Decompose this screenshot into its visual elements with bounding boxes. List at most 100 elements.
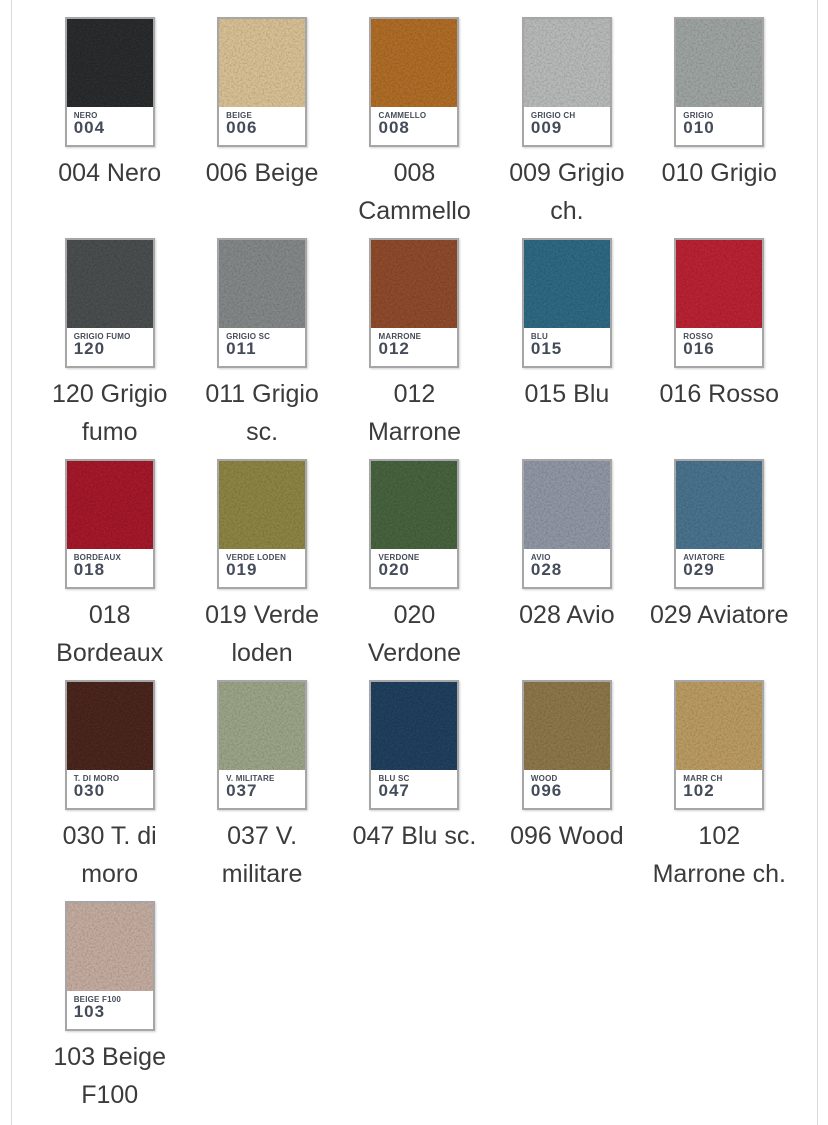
swatch-tag-name: NERO: [73, 111, 98, 120]
swatch-grid: NERO 004 004 Nero BEIGE 006 006 Beige: [34, 17, 796, 1114]
fabric-noise-overlay: [371, 461, 458, 549]
fabric-swatch-card: BEIGE F100 103: [64, 901, 155, 1031]
swatch-tag-code: 103: [73, 1002, 106, 1021]
swatch-caption-line: 030 T. di: [62, 822, 157, 850]
swatch-caption: 008 Cammello: [358, 154, 471, 230]
swatch-tag-code: 015: [530, 339, 563, 358]
swatch-caption-line: 009 Grigio: [509, 159, 625, 187]
swatch-caption-line: 096 Wood: [510, 822, 624, 850]
fabric-texture-image: [219, 240, 306, 328]
fabric-swatch-card: GRIGIO CH 009: [521, 17, 612, 147]
swatch-tag-name: BLU SC: [378, 774, 410, 783]
swatch-tag: MARR CH 102: [676, 770, 763, 808]
swatch-caption-line: 004 Nero: [58, 159, 162, 187]
fabric-swatch-card: ROSSO 016: [674, 238, 765, 368]
swatch-caption-line: militare: [221, 860, 303, 888]
fabric-noise-overlay: [219, 19, 306, 107]
swatch-tag: BEIGE F100 103: [66, 991, 153, 1029]
fabric-texture-image: [66, 903, 153, 991]
swatch-tag-name: ROSSO: [683, 332, 714, 341]
swatch-caption: 037 V. militare: [222, 817, 303, 893]
swatch-caption: 010 Grigio: [662, 154, 777, 192]
swatch-caption-line: 018: [88, 601, 131, 629]
swatch-tag: BLU SC 047: [371, 770, 458, 808]
swatch-cell: V. MILITARE 037 037 V. militare: [186, 680, 338, 893]
fabric-swatch-card: VERDONE 020: [369, 459, 460, 589]
swatch-caption-line: ch.: [550, 197, 584, 225]
swatch-caption-line: 016 Rosso: [659, 380, 780, 408]
swatch-tag: CAMMELLO 008: [371, 107, 458, 145]
swatch-cell: GRIGIO CH 009 009 Grigio ch.: [491, 17, 643, 230]
fabric-texture-image: [66, 19, 153, 107]
swatch-tag-code: 019: [226, 560, 258, 579]
fabric-swatch-card: MARRONE 012: [369, 238, 460, 368]
fabric-noise-overlay: [371, 19, 458, 107]
swatch-tag: ROSSO 016: [676, 328, 763, 366]
swatch-caption-line: 010 Grigio: [661, 159, 777, 187]
swatch-tag: GRIGIO SC 011: [219, 328, 306, 366]
swatch-tag-name: GRIGIO FUMO: [73, 332, 131, 341]
swatch-caption: 028 Avio: [519, 596, 614, 634]
swatch-tag: NERO 004: [66, 107, 153, 145]
fabric-texture-image: [371, 682, 458, 770]
swatch-tag-name: V. MILITARE: [226, 774, 275, 783]
fabric-texture-image: [66, 240, 153, 328]
fabric-texture-image: [523, 682, 610, 770]
swatch-cell: AVIATORE 029 029 Aviatore: [643, 459, 795, 634]
swatch-caption-line: 012: [393, 380, 436, 408]
fabric-swatch-card: T. DI MORO 030: [64, 680, 155, 810]
swatch-caption: 019 Verde loden: [205, 596, 319, 672]
fabric-swatch-card: BEIGE 006: [217, 17, 308, 147]
swatch-caption-line: 015 Blu: [524, 380, 610, 408]
fabric-noise-overlay: [676, 461, 763, 549]
swatch-caption-line: fumo: [81, 418, 138, 446]
fabric-swatch-card: MARR CH 102: [674, 680, 765, 810]
fabric-swatch-card: BORDEAUX 018: [64, 459, 155, 589]
fabric-texture-image: [219, 19, 306, 107]
swatch-caption-line: 037 V.: [227, 822, 298, 850]
swatch-cell: VERDE LODEN 019 019 Verde loden: [186, 459, 338, 672]
swatch-cell: AVIO 028 028 Avio: [491, 459, 643, 634]
swatch-cell: VERDONE 020 020 Verdone: [338, 459, 490, 672]
swatch-tag: BORDEAUX 018: [66, 549, 153, 587]
swatch-tag-name: BEIGE: [226, 111, 252, 120]
swatch-caption-line: moro: [81, 860, 139, 888]
swatch-caption: 004 Nero: [58, 154, 161, 192]
swatch-caption: 018 Bordeaux: [56, 596, 163, 672]
swatch-cell: BEIGE 006 006 Beige: [186, 17, 338, 192]
swatch-tag-code: 006: [226, 118, 258, 137]
fabric-texture-image: [66, 682, 153, 770]
swatch-tag-name: BORDEAUX: [73, 553, 122, 562]
swatch-tag-code: 030: [73, 781, 106, 800]
swatch-tag-code: 018: [73, 560, 106, 579]
swatch-caption: 096 Wood: [510, 817, 624, 855]
swatch-tag: VERDONE 020: [371, 549, 458, 587]
swatch-caption-line: 006 Beige: [205, 159, 319, 187]
swatch-tag-code: 004: [73, 118, 106, 137]
fabric-swatch-card: VERDE LODEN 019: [217, 459, 308, 589]
swatch-caption-line: 103 Beige: [53, 1043, 166, 1071]
swatch-tag-name: CAMMELLO: [378, 111, 427, 120]
swatch-tag-code: 009: [530, 118, 563, 137]
swatch-tag: BEIGE 006: [219, 107, 306, 145]
swatch-tag: MARRONE 012: [371, 328, 458, 366]
swatch-tag: GRIGIO FUMO 120: [66, 328, 153, 366]
swatch-caption: 006 Beige: [206, 154, 319, 192]
swatch-caption: 120 Grigio fumo: [52, 375, 167, 451]
swatch-caption: 011 Grigio sc.: [205, 375, 319, 451]
swatch-cell: GRIGIO SC 011 011 Grigio sc.: [186, 238, 338, 451]
fabric-noise-overlay: [66, 19, 153, 107]
swatch-cell: ROSSO 016 016 Rosso: [643, 238, 795, 413]
fabric-noise-overlay: [523, 461, 610, 549]
swatch-caption-line: 011 Grigio: [205, 380, 319, 408]
swatch-tag-code: 012: [378, 339, 410, 358]
swatch-caption-line: 019 Verde: [205, 601, 320, 629]
fabric-swatch-card: AVIATORE 029: [674, 459, 765, 589]
swatch-caption-line: F100: [81, 1081, 139, 1109]
swatch-caption: 009 Grigio ch.: [509, 154, 624, 230]
swatch-tag-code: 102: [683, 781, 715, 800]
fabric-noise-overlay: [66, 240, 153, 328]
swatch-tag-code: 028: [530, 560, 563, 579]
swatch-cell: WOOD 096 096 Wood: [491, 680, 643, 855]
swatch-caption-line: 029 Aviatore: [650, 601, 789, 629]
